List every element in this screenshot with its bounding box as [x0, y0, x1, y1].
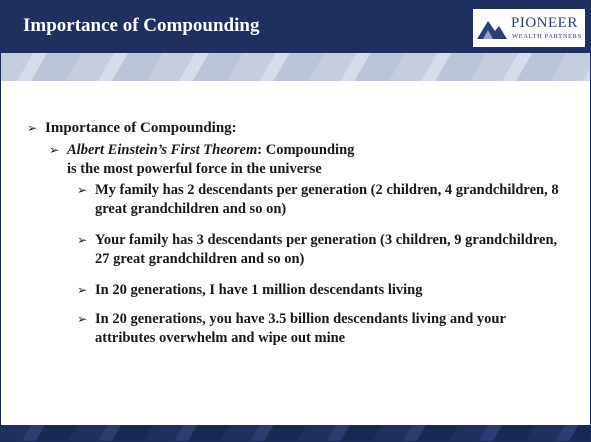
bullet-point: Your family has 3 descendants per genera…: [77, 231, 565, 269]
logo: PIONEER WEALTH PARTNERS: [473, 9, 585, 47]
logo-name: PIONEER: [511, 15, 578, 31]
bullet-point: In 20 generations, you have 3.5 billion …: [77, 310, 565, 348]
logo-tagline: WEALTH PARTNERS: [512, 33, 582, 40]
slide-title: Importance of Compounding: [23, 15, 260, 36]
bullet-theorem: Albert Einstein’s First Theorem: Compoun…: [49, 141, 367, 179]
bullet-heading: Importance of Compounding:: [27, 119, 237, 138]
bullet-point: My family has 2 descendants per generati…: [77, 181, 565, 219]
header: Importance of Compounding PIONEER WEALTH…: [1, 1, 590, 53]
logo-icon: [477, 21, 507, 39]
bullet-point: In 20 generations, I have 1 million desc…: [77, 281, 565, 300]
theorem-emphasis: Albert Einstein’s First Theorem: [67, 142, 258, 158]
theorem-text: : Compounding is the most powerful force…: [67, 142, 355, 177]
stripe-band: [1, 53, 590, 81]
footer-band: [1, 425, 590, 441]
